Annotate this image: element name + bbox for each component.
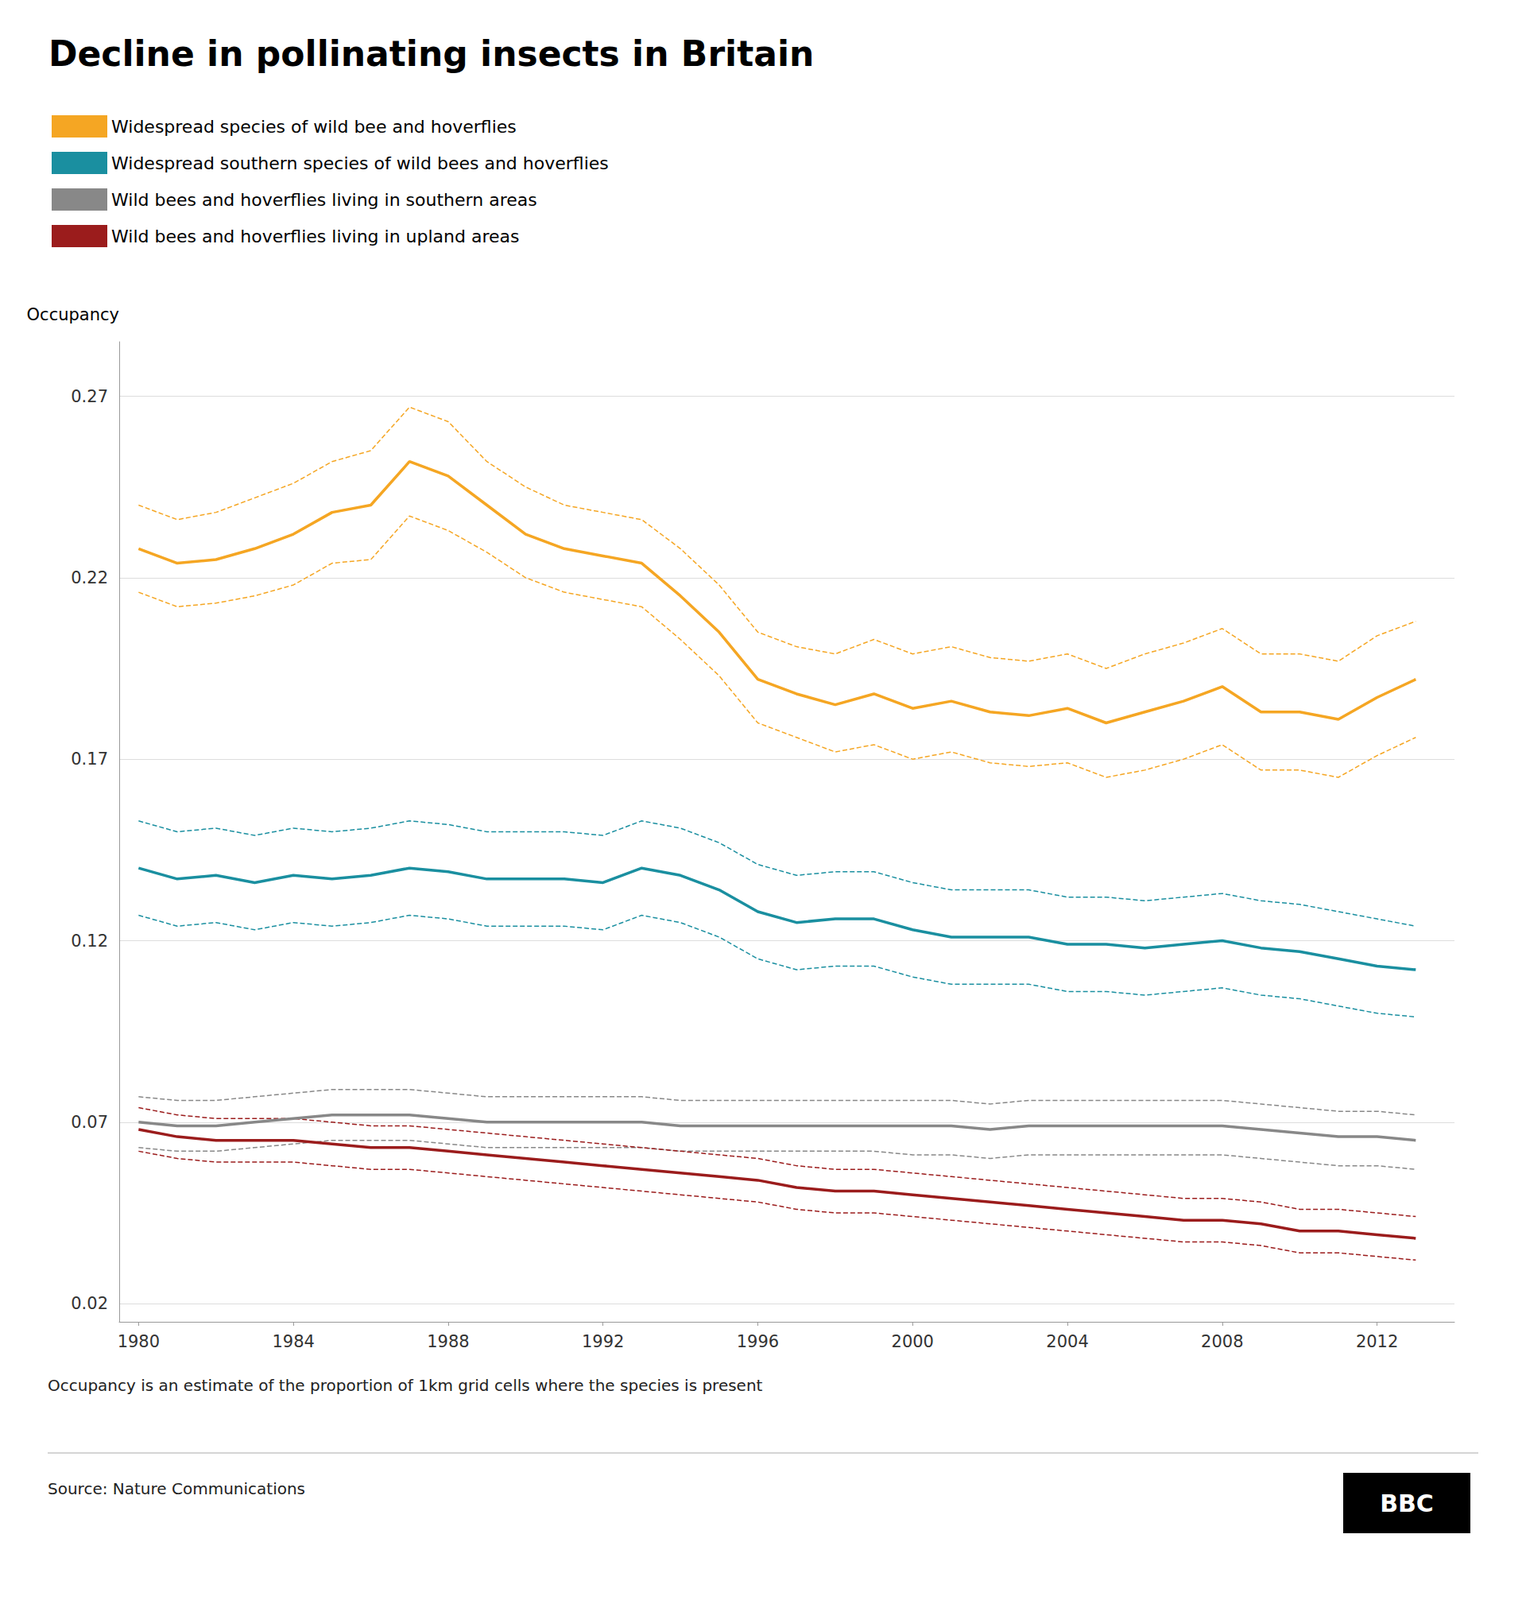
svg-text:2012: 2012 <box>1355 1332 1399 1352</box>
svg-text:Wild bees and hoverflies livin: Wild bees and hoverflies living in uplan… <box>111 226 520 247</box>
svg-text:BBC: BBC <box>1379 1489 1434 1518</box>
svg-text:0.12: 0.12 <box>70 931 109 951</box>
svg-text:0.07: 0.07 <box>70 1112 109 1132</box>
svg-text:1984: 1984 <box>271 1332 314 1352</box>
svg-text:1980: 1980 <box>117 1332 160 1352</box>
svg-text:1992: 1992 <box>581 1332 624 1352</box>
svg-text:Decline in pollinating insects: Decline in pollinating insects in Britai… <box>48 33 814 74</box>
svg-text:0.22: 0.22 <box>70 568 109 588</box>
svg-text:Occupancy is an estimate of th: Occupancy is an estimate of the proporti… <box>47 1375 763 1395</box>
svg-text:2004: 2004 <box>1045 1332 1089 1352</box>
svg-text:Occupancy: Occupancy <box>27 305 120 325</box>
svg-text:0.27: 0.27 <box>70 387 109 407</box>
svg-text:Widespread species of wild bee: Widespread species of wild bee and hover… <box>111 116 517 137</box>
svg-text:2000: 2000 <box>891 1332 934 1352</box>
svg-text:1988: 1988 <box>426 1332 469 1352</box>
svg-text:0.02: 0.02 <box>70 1293 109 1313</box>
svg-text:Widespread southern species of: Widespread southern species of wild bees… <box>111 153 609 174</box>
svg-text:Source: Nature Communications: Source: Nature Communications <box>47 1479 306 1499</box>
svg-text:1996: 1996 <box>736 1332 779 1352</box>
svg-text:0.17: 0.17 <box>70 749 109 769</box>
svg-text:2008: 2008 <box>1200 1332 1244 1352</box>
svg-text:Wild bees and hoverflies livin: Wild bees and hoverflies living in south… <box>111 189 538 210</box>
